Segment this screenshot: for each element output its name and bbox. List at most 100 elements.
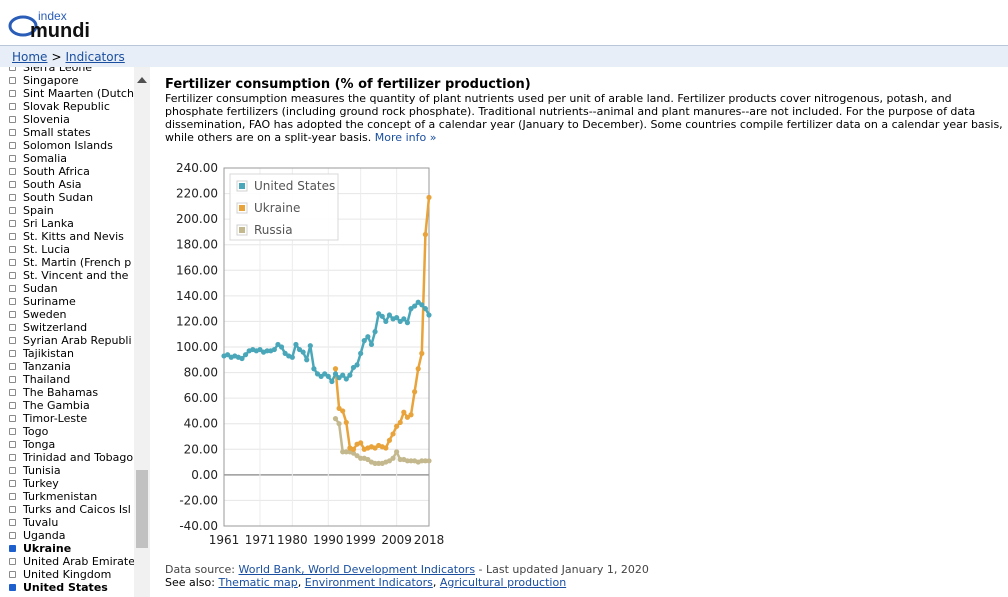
country-item[interactable]: Togo xyxy=(0,425,134,438)
country-label[interactable]: United Kingdom xyxy=(23,568,112,581)
country-checkbox[interactable] xyxy=(9,389,16,396)
country-label[interactable]: Slovak Republic xyxy=(23,100,110,113)
country-checkbox[interactable] xyxy=(9,480,16,487)
country-item[interactable]: Tunisia xyxy=(0,464,134,477)
country-checkbox[interactable] xyxy=(9,558,16,565)
environment-indicators-link[interactable]: Environment Indicators xyxy=(304,576,433,589)
country-checkbox[interactable] xyxy=(9,233,16,240)
country-checkbox[interactable] xyxy=(9,584,16,591)
country-item[interactable]: Trinidad and Tobago xyxy=(0,451,134,464)
country-item[interactable]: Sierra Leone xyxy=(0,67,134,74)
country-label[interactable]: Tajikistan xyxy=(23,347,74,360)
country-item[interactable]: Slovenia xyxy=(0,113,134,126)
country-label[interactable]: Tuvalu xyxy=(23,516,59,529)
country-checkbox[interactable] xyxy=(9,129,16,136)
country-label[interactable]: United States xyxy=(23,581,108,594)
country-checkbox[interactable] xyxy=(9,259,16,266)
country-item[interactable]: The Bahamas xyxy=(0,386,134,399)
scroll-thumb[interactable] xyxy=(136,470,148,548)
country-item[interactable]: Slovak Republic xyxy=(0,100,134,113)
country-item[interactable]: Sweden xyxy=(0,308,134,321)
country-label[interactable]: Singapore xyxy=(23,74,79,87)
country-label[interactable]: The Gambia xyxy=(23,399,90,412)
country-checkbox[interactable] xyxy=(9,337,16,344)
country-item[interactable]: Sri Lanka xyxy=(0,217,134,230)
country-label[interactable]: Tonga xyxy=(23,438,56,451)
country-item[interactable]: Switzerland xyxy=(0,321,134,334)
sidebar-scrollbar[interactable] xyxy=(134,67,150,597)
country-checkbox[interactable] xyxy=(9,571,16,578)
country-checkbox[interactable] xyxy=(9,168,16,175)
country-item[interactable]: Tuvalu xyxy=(0,516,134,529)
country-item[interactable]: Uganda xyxy=(0,529,134,542)
country-label[interactable]: Tunisia xyxy=(23,464,61,477)
country-checkbox[interactable] xyxy=(9,454,16,461)
country-item[interactable]: United Kingdom xyxy=(0,568,134,581)
country-checkbox[interactable] xyxy=(9,116,16,123)
country-label[interactable]: St. Vincent and the xyxy=(23,269,129,282)
country-label[interactable]: Switzerland xyxy=(23,321,88,334)
indexmundi-logo[interactable]: index mundi xyxy=(8,8,118,40)
source-link[interactable]: World Bank, World Development Indicators xyxy=(238,563,476,576)
country-label[interactable]: Sierra Leone xyxy=(23,67,93,74)
country-label[interactable]: Timor-Leste xyxy=(23,412,88,425)
country-item[interactable]: Turks and Caicos Isl xyxy=(0,503,134,516)
country-checkbox[interactable] xyxy=(9,142,16,149)
country-checkbox[interactable] xyxy=(9,246,16,253)
country-item[interactable]: The Gambia xyxy=(0,399,134,412)
country-checkbox[interactable] xyxy=(9,493,16,500)
country-label[interactable]: Sweden xyxy=(23,308,67,321)
country-item[interactable]: Spain xyxy=(0,204,134,217)
country-label[interactable]: St. Lucia xyxy=(23,243,71,256)
country-item[interactable]: United Arab Emirate xyxy=(0,555,134,568)
country-label[interactable]: Solomon Islands xyxy=(23,139,113,152)
agricultural-production-link[interactable]: Agricultural production xyxy=(439,576,567,589)
country-item[interactable]: Turkey xyxy=(0,477,134,490)
country-checkbox[interactable] xyxy=(9,194,16,201)
more-info-link[interactable]: More info » xyxy=(374,131,437,144)
country-label[interactable]: Tanzania xyxy=(23,360,71,373)
country-label[interactable]: Uganda xyxy=(23,529,66,542)
country-label[interactable]: Ukraine xyxy=(23,542,72,555)
country-label[interactable]: The Bahamas xyxy=(23,386,99,399)
country-label[interactable]: Somalia xyxy=(23,152,68,165)
country-item[interactable]: Tonga xyxy=(0,438,134,451)
country-label[interactable]: Syrian Arab Republi xyxy=(23,334,132,347)
country-checkbox[interactable] xyxy=(9,545,16,552)
country-label[interactable]: Sint Maarten (Dutch xyxy=(23,87,134,100)
country-label[interactable]: St. Martin (French p xyxy=(23,256,132,269)
country-label[interactable]: Turkmenistan xyxy=(23,490,98,503)
country-label[interactable]: Slovenia xyxy=(23,113,70,126)
country-checkbox[interactable] xyxy=(9,181,16,188)
country-checkbox[interactable] xyxy=(9,402,16,409)
country-label[interactable]: Togo xyxy=(23,425,49,438)
country-label[interactable]: Sudan xyxy=(23,282,58,295)
country-checkbox[interactable] xyxy=(9,324,16,331)
country-checkbox[interactable] xyxy=(9,220,16,227)
country-label[interactable]: Trinidad and Tobago xyxy=(23,451,134,464)
country-item[interactable]: Timor-Leste xyxy=(0,412,134,425)
country-checkbox[interactable] xyxy=(9,311,16,318)
thematic-map-link[interactable]: Thematic map xyxy=(218,576,298,589)
country-item[interactable]: Sint Maarten (Dutch xyxy=(0,87,134,100)
country-label[interactable]: South Sudan xyxy=(23,191,94,204)
country-checkbox[interactable] xyxy=(9,272,16,279)
country-item[interactable]: Tanzania xyxy=(0,360,134,373)
country-checkbox[interactable] xyxy=(9,77,16,84)
country-item[interactable]: Thailand xyxy=(0,373,134,386)
country-label[interactable]: St. Kitts and Nevis xyxy=(23,230,124,243)
country-label[interactable]: Turks and Caicos Isl xyxy=(23,503,131,516)
country-checkbox[interactable] xyxy=(9,298,16,305)
country-item[interactable]: United States xyxy=(0,581,134,594)
country-item[interactable]: St. Lucia xyxy=(0,243,134,256)
country-item[interactable]: St. Martin (French p xyxy=(0,256,134,269)
scroll-up-arrow-icon[interactable] xyxy=(137,77,147,83)
country-checkbox[interactable] xyxy=(9,155,16,162)
country-label[interactable]: South Africa xyxy=(23,165,90,178)
country-item[interactable]: South Asia xyxy=(0,178,134,191)
country-label[interactable]: Turkey xyxy=(23,477,59,490)
country-item[interactable]: Small states xyxy=(0,126,134,139)
country-label[interactable]: South Asia xyxy=(23,178,82,191)
country-item[interactable]: Turkmenistan xyxy=(0,490,134,503)
country-item[interactable]: South Sudan xyxy=(0,191,134,204)
